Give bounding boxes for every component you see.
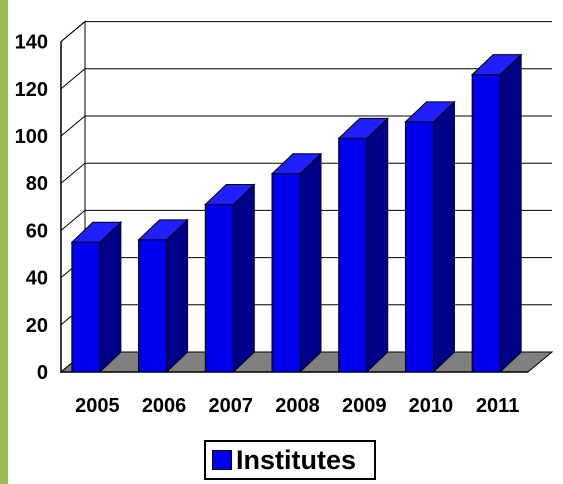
bars bbox=[70, 53, 523, 374]
x-tick-label-2008: 2008 bbox=[275, 395, 320, 417]
bar-front-face bbox=[404, 121, 434, 373]
y-axis-ticks: 0 20 40 60 80 100 120 140 bbox=[15, 32, 48, 384]
bar-front-face bbox=[271, 173, 301, 373]
y-tick-label-100: 100 bbox=[15, 126, 48, 148]
x-tick-label-2007: 2007 bbox=[209, 395, 254, 417]
y-tick-label-120: 120 bbox=[15, 79, 48, 101]
x-tick-label-2006: 2006 bbox=[142, 395, 187, 417]
x-tick-label-2009: 2009 bbox=[342, 395, 387, 417]
bar-2006 bbox=[137, 218, 189, 374]
bar-side-face bbox=[499, 53, 522, 374]
bar-side-face bbox=[99, 221, 122, 374]
gridline-side bbox=[60, 21, 86, 42]
bar-2007 bbox=[204, 183, 256, 374]
bar-2008 bbox=[270, 152, 323, 374]
bar-2010 bbox=[404, 100, 456, 374]
bar-side-face bbox=[232, 183, 255, 374]
x-tick-label-2010: 2010 bbox=[409, 395, 454, 417]
y-tick-label-0: 0 bbox=[37, 362, 48, 384]
bar-front-face bbox=[471, 74, 501, 373]
bar-2011 bbox=[470, 53, 523, 374]
bar-2009 bbox=[337, 117, 389, 374]
gridline-side bbox=[60, 210, 86, 231]
x-tick-label-2005: 2005 bbox=[75, 395, 120, 417]
y-tick-label-80: 80 bbox=[26, 173, 48, 195]
gridline-side bbox=[60, 68, 86, 90]
accent-left-bar bbox=[0, 0, 8, 484]
bar-side-face bbox=[299, 152, 322, 374]
bar-side-face bbox=[432, 100, 455, 374]
y-tick-label-40: 40 bbox=[26, 268, 48, 290]
legend-label-institutes: Institutes bbox=[236, 444, 357, 475]
bar-side-face bbox=[166, 218, 189, 374]
bar-front-face bbox=[71, 241, 101, 373]
y-tick-label-140: 140 bbox=[15, 32, 48, 54]
legend: Institutes bbox=[204, 440, 376, 480]
legend-swatch bbox=[212, 450, 232, 470]
bar-front-face bbox=[338, 137, 368, 373]
gridline-side bbox=[60, 115, 86, 137]
y-tick-label-20: 20 bbox=[26, 315, 48, 337]
x-tick-label-2011: 2011 bbox=[476, 395, 519, 417]
x-axis-ticks: 2005 2006 2007 2008 2009 2010 2011 bbox=[75, 395, 519, 417]
y-tick-label-60: 60 bbox=[26, 220, 48, 242]
bar-front-face bbox=[138, 239, 168, 373]
bar-2005 bbox=[70, 221, 123, 374]
bar-side-face bbox=[366, 117, 389, 374]
gridline-side bbox=[60, 162, 86, 184]
bar-front-face bbox=[204, 203, 234, 373]
